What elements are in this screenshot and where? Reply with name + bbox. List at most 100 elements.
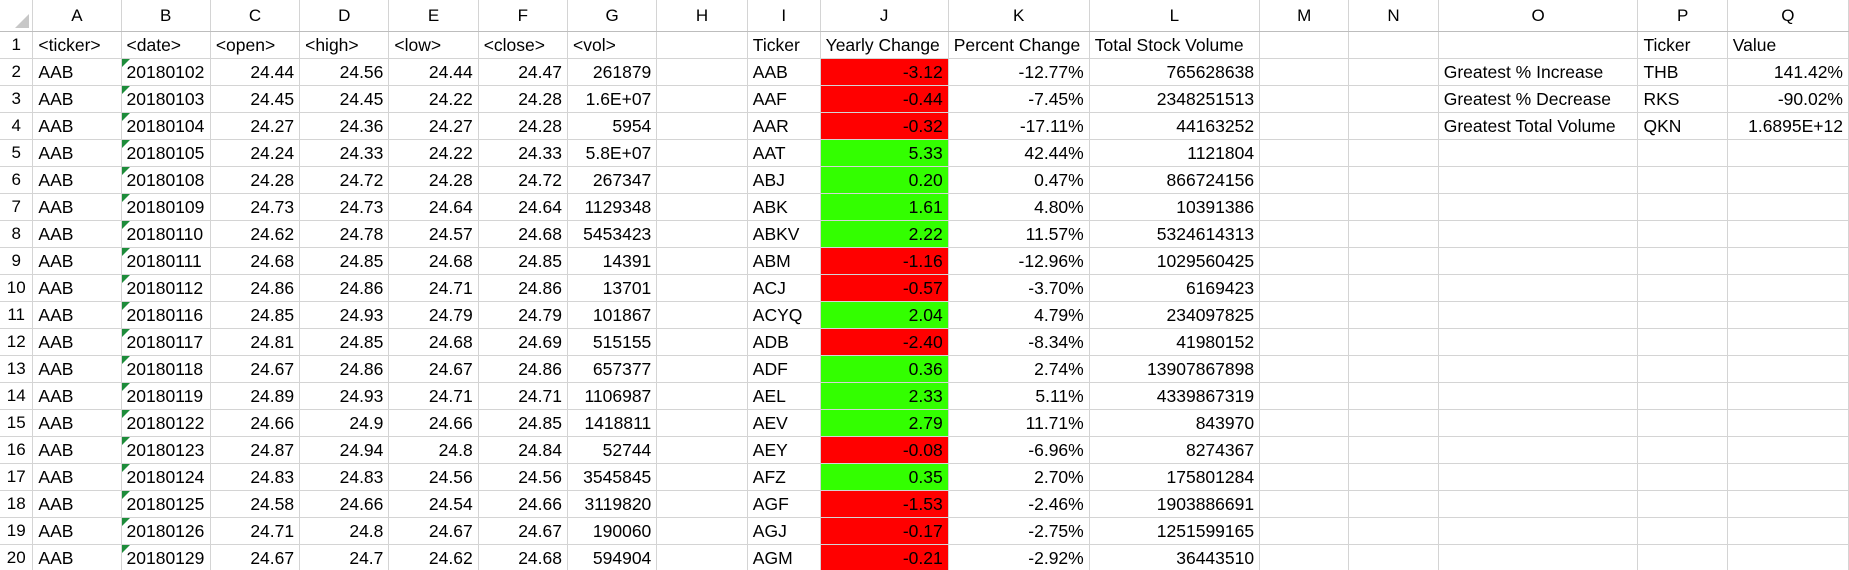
cell-l15[interactable]: 843970 [1089, 409, 1261, 437]
cell-h17[interactable] [656, 463, 748, 491]
row-header-2[interactable]: 2 [0, 58, 34, 86]
cell-b5[interactable]: 20180105 [121, 139, 211, 167]
cell-e9[interactable]: 24.68 [388, 247, 479, 275]
cell-f1[interactable]: <close> [478, 31, 569, 59]
cell-g5[interactable]: 5.8E+07 [567, 139, 658, 167]
cell-g17[interactable]: 3545845 [567, 463, 658, 491]
cell-j20[interactable]: -0.21 [820, 544, 949, 570]
cell-o11[interactable] [1438, 301, 1639, 329]
cell-f8[interactable]: 24.68 [478, 220, 569, 248]
cell-l11[interactable]: 234097825 [1089, 301, 1261, 329]
cell-e5[interactable]: 24.22 [388, 139, 479, 167]
cell-d10[interactable]: 24.86 [299, 274, 390, 302]
row-header-11[interactable]: 11 [0, 301, 34, 329]
cell-b3[interactable]: 20180103 [121, 85, 211, 113]
cell-a16[interactable]: AAB [32, 436, 122, 464]
cell-q10[interactable] [1727, 274, 1849, 302]
cell-j8[interactable]: 2.22 [820, 220, 949, 248]
cell-h16[interactable] [656, 436, 748, 464]
cell-n2[interactable] [1348, 58, 1439, 86]
column-header-l[interactable]: L [1089, 0, 1261, 32]
cell-m9[interactable] [1259, 247, 1350, 275]
cell-h11[interactable] [656, 301, 748, 329]
cell-n6[interactable] [1348, 166, 1439, 194]
cell-b14[interactable]: 20180119 [121, 382, 211, 410]
cell-g10[interactable]: 13701 [567, 274, 658, 302]
cell-a12[interactable]: AAB [32, 328, 122, 356]
column-header-n[interactable]: N [1348, 0, 1439, 32]
column-header-g[interactable]: G [567, 0, 658, 32]
cell-n13[interactable] [1348, 355, 1439, 383]
cell-k15[interactable]: 11.71% [948, 409, 1090, 437]
cell-k4[interactable]: -17.11% [948, 112, 1090, 140]
cell-a8[interactable]: AAB [32, 220, 122, 248]
row-header-12[interactable]: 12 [0, 328, 34, 356]
cell-q7[interactable] [1727, 193, 1849, 221]
cell-i11[interactable]: ACYQ [747, 301, 821, 329]
cell-h14[interactable] [656, 382, 748, 410]
cell-c14[interactable]: 24.89 [210, 382, 301, 410]
cell-k2[interactable]: -12.77% [948, 58, 1090, 86]
cell-e15[interactable]: 24.66 [388, 409, 479, 437]
cell-b18[interactable]: 20180125 [121, 490, 211, 518]
cell-k11[interactable]: 4.79% [948, 301, 1090, 329]
select-all-corner[interactable] [0, 0, 34, 32]
cell-g7[interactable]: 1129348 [567, 193, 658, 221]
cell-q2[interactable]: 141.42% [1727, 58, 1849, 86]
cell-c17[interactable]: 24.83 [210, 463, 301, 491]
cell-p8[interactable] [1637, 220, 1728, 248]
cell-p10[interactable] [1637, 274, 1728, 302]
cell-h20[interactable] [656, 544, 748, 570]
cell-l16[interactable]: 8274367 [1089, 436, 1261, 464]
cell-e16[interactable]: 24.8 [388, 436, 479, 464]
cell-k17[interactable]: 2.70% [948, 463, 1090, 491]
cell-h6[interactable] [656, 166, 748, 194]
cell-g6[interactable]: 267347 [567, 166, 658, 194]
cell-c10[interactable]: 24.86 [210, 274, 301, 302]
cell-a11[interactable]: AAB [32, 301, 122, 329]
cell-j18[interactable]: -1.53 [820, 490, 949, 518]
cell-o14[interactable] [1438, 382, 1639, 410]
cell-p20[interactable] [1637, 544, 1728, 570]
cell-d7[interactable]: 24.73 [299, 193, 390, 221]
cell-d4[interactable]: 24.36 [299, 112, 390, 140]
cell-d17[interactable]: 24.83 [299, 463, 390, 491]
cell-a2[interactable]: AAB [32, 58, 122, 86]
cell-f20[interactable]: 24.68 [478, 544, 569, 570]
cell-m13[interactable] [1259, 355, 1350, 383]
cell-n18[interactable] [1348, 490, 1439, 518]
row-header-18[interactable]: 18 [0, 490, 34, 518]
row-header-6[interactable]: 6 [0, 166, 34, 194]
cell-a5[interactable]: AAB [32, 139, 122, 167]
cell-o8[interactable] [1438, 220, 1639, 248]
cell-q11[interactable] [1727, 301, 1849, 329]
cell-o7[interactable] [1438, 193, 1639, 221]
cell-q8[interactable] [1727, 220, 1849, 248]
cell-k13[interactable]: 2.74% [948, 355, 1090, 383]
cell-b4[interactable]: 20180104 [121, 112, 211, 140]
cell-c8[interactable]: 24.62 [210, 220, 301, 248]
cell-m12[interactable] [1259, 328, 1350, 356]
column-header-c[interactable]: C [210, 0, 301, 32]
cell-c11[interactable]: 24.85 [210, 301, 301, 329]
cell-l18[interactable]: 1903886691 [1089, 490, 1261, 518]
cell-c13[interactable]: 24.67 [210, 355, 301, 383]
cell-p7[interactable] [1637, 193, 1728, 221]
cell-c16[interactable]: 24.87 [210, 436, 301, 464]
cell-m19[interactable] [1259, 517, 1350, 545]
cell-b13[interactable]: 20180118 [121, 355, 211, 383]
cell-b16[interactable]: 20180123 [121, 436, 211, 464]
cell-f17[interactable]: 24.56 [478, 463, 569, 491]
cell-n7[interactable] [1348, 193, 1439, 221]
cell-h2[interactable] [656, 58, 748, 86]
cell-g1[interactable]: <vol> [567, 31, 658, 59]
cell-k14[interactable]: 5.11% [948, 382, 1090, 410]
cell-a15[interactable]: AAB [32, 409, 122, 437]
cell-n12[interactable] [1348, 328, 1439, 356]
cell-d1[interactable]: <high> [299, 31, 390, 59]
cell-i16[interactable]: AEY [747, 436, 821, 464]
cell-j7[interactable]: 1.61 [820, 193, 949, 221]
cell-f2[interactable]: 24.47 [478, 58, 569, 86]
cell-c5[interactable]: 24.24 [210, 139, 301, 167]
cell-n1[interactable] [1348, 31, 1439, 59]
